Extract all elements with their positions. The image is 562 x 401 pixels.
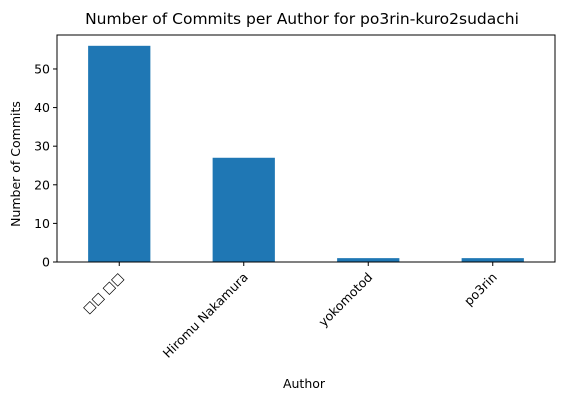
bar-2 [337,258,400,262]
y-tick-label: 40 [34,100,50,115]
plot-area-frame [56,34,556,263]
y-tick-label: 30 [34,139,50,154]
bar-1 [212,157,275,262]
y-axis-ticks: 0 10 20 30 40 50 [34,61,57,270]
y-tick-label: 20 [34,177,50,192]
y-tick-label: 0 [42,255,50,270]
y-axis-label: Number of Commits [8,101,23,227]
y-tick-label: 10 [34,216,50,231]
chart-title: Number of Commits per Author for po3rin-… [85,10,519,28]
bar-3 [461,258,524,262]
bars-group [88,45,524,262]
y-tick-label: 50 [34,61,50,76]
x-axis-label: Author [283,376,326,391]
bar-0 [88,45,151,262]
